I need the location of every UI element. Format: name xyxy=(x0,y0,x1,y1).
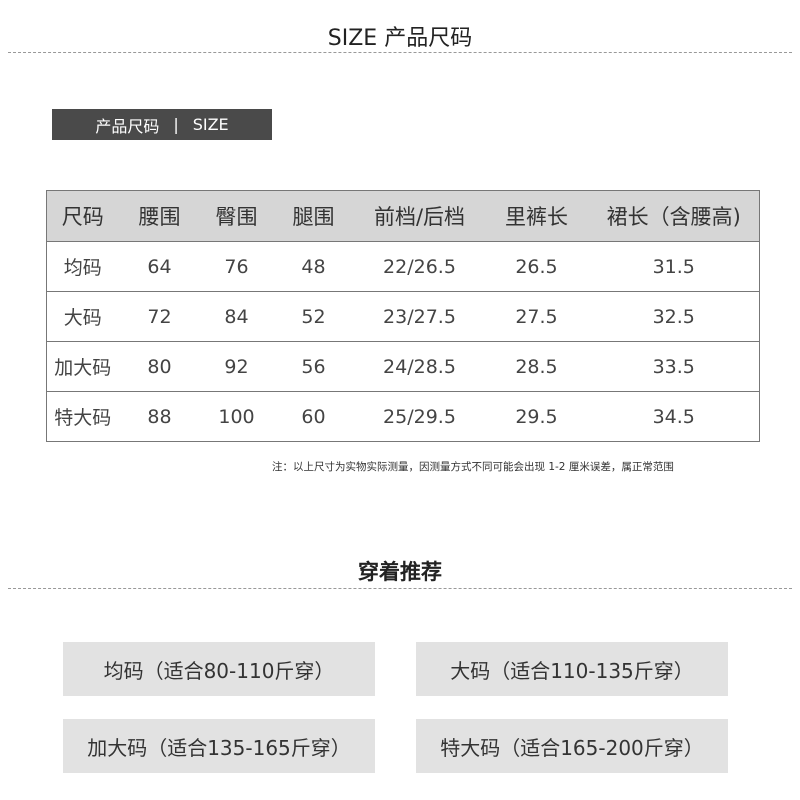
column-header: 尺码 xyxy=(46,190,119,242)
column-header: 裙长（含腰高) xyxy=(588,190,760,242)
table-cell: 25/29.5 xyxy=(354,391,485,442)
measurement-note: 注：以上尺寸为实物实际测量，因测量方式不同可能会出现 1-2 厘米误差，属正常范… xyxy=(272,461,674,473)
table-cell: 29.5 xyxy=(484,391,589,442)
table-cell: 28.5 xyxy=(484,341,589,392)
table-row: 加大码 80 92 56 24/28.5 28.5 33.5 xyxy=(46,341,760,392)
table-row: 大码 72 84 52 23/27.5 27.5 32.5 xyxy=(46,291,760,342)
badge-right: SIZE xyxy=(192,115,229,134)
table-cell: 加大码 xyxy=(46,341,119,392)
table-row: 均码 64 76 48 22/26.5 26.5 31.5 xyxy=(46,241,760,292)
table-cell: 92 xyxy=(200,341,273,392)
table-row: 特大码 88 100 60 25/29.5 29.5 34.5 xyxy=(46,391,760,442)
table-cell: 72 xyxy=(118,291,201,342)
table-cell: 52 xyxy=(272,291,355,342)
divider xyxy=(8,588,792,589)
table-cell: 27.5 xyxy=(484,291,589,342)
recommend-item: 大码（适合110-135斤穿） xyxy=(416,642,728,696)
table-cell: 80 xyxy=(118,341,201,392)
divider xyxy=(8,52,792,53)
table-cell: 64 xyxy=(118,241,201,292)
table-cell: 60 xyxy=(272,391,355,442)
size-table: 尺码 腰围 臀围 腿围 前档/后档 里裤长 裙长（含腰高) 均码 64 76 48 22… xyxy=(46,190,760,442)
column-header: 前档/后档 xyxy=(354,190,485,242)
table-cell: 56 xyxy=(272,341,355,392)
badge-left: 产品尺码 xyxy=(95,116,160,136)
badge-separator: | xyxy=(173,115,179,134)
table-cell: 31.5 xyxy=(588,241,760,292)
recommend-item: 均码（适合80-110斤穿） xyxy=(63,642,375,696)
page-title: SIZE 产品尺码 xyxy=(327,26,473,51)
recommend-item: 特大码（适合165-200斤穿） xyxy=(416,719,728,773)
table-cell: 24/28.5 xyxy=(354,341,485,392)
table-cell: 48 xyxy=(272,241,355,292)
table-cell: 84 xyxy=(200,291,273,342)
column-header: 臀围 xyxy=(200,190,273,242)
table-cell: 大码 xyxy=(46,291,119,342)
column-header: 腿围 xyxy=(272,190,355,242)
column-header: 里裤长 xyxy=(484,190,589,242)
table-cell: 特大码 xyxy=(46,391,119,442)
table-header: 尺码 腰围 臀围 腿围 前档/后档 里裤长 裙长（含腰高) xyxy=(46,190,760,242)
table-cell: 33.5 xyxy=(588,341,760,392)
recommend-item: 加大码（适合135-165斤穿） xyxy=(63,719,375,773)
section-badge: 产品尺码 | SIZE xyxy=(52,109,272,140)
recommend-title: 穿着推荐 xyxy=(358,560,442,584)
table-cell: 76 xyxy=(200,241,273,292)
table-cell: 34.5 xyxy=(588,391,760,442)
table-cell: 100 xyxy=(200,391,273,442)
table-cell: 32.5 xyxy=(588,291,760,342)
table-cell: 23/27.5 xyxy=(354,291,485,342)
column-header: 腰围 xyxy=(118,190,201,242)
table-cell: 26.5 xyxy=(484,241,589,292)
table-cell: 88 xyxy=(118,391,201,442)
table-cell: 22/26.5 xyxy=(354,241,485,292)
table-cell: 均码 xyxy=(46,241,119,292)
